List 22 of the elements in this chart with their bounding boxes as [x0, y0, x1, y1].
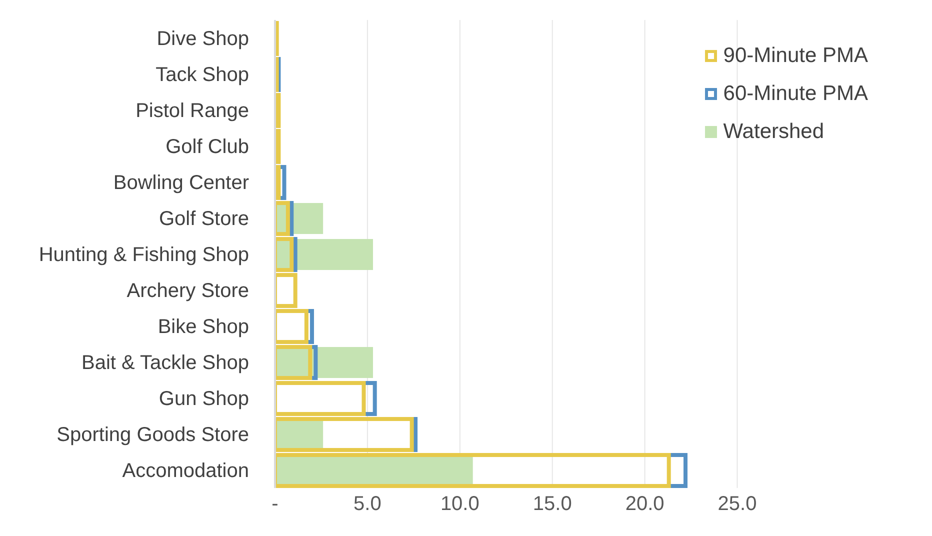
- x-tick-label: 5.0: [354, 493, 382, 516]
- x-tick-label: 20.0: [625, 493, 664, 516]
- y-tick-label: Tack Shop: [156, 64, 249, 86]
- x-tick-label: 15.0: [532, 493, 572, 516]
- y-tick-label: Accomodation: [122, 460, 249, 482]
- y-tick-label: Pistol Range: [136, 100, 249, 122]
- y-tick-label: Bike Shop: [158, 316, 249, 338]
- y-tick-label: Golf Store: [158, 208, 249, 230]
- x-tick-label: -: [272, 493, 278, 516]
- x-tick-label: 25.0: [718, 493, 757, 516]
- x-tick-label: 10.0: [440, 493, 480, 516]
- legend-label: Watershed: [723, 120, 824, 144]
- y-tick-label: Hunting & Fishing Shop: [38, 244, 249, 266]
- legend-label: 90-Minute PMA: [723, 44, 868, 68]
- y-tick-label: Bowling Center: [113, 172, 250, 194]
- y-tick-label: Golf Club: [166, 136, 249, 158]
- y-tick-label: Archery Store: [126, 280, 249, 302]
- legend-label: 60-Minute PMA: [723, 82, 868, 106]
- y-tick-label: Gun Shop: [158, 388, 249, 410]
- y-tick-label: Bait & Tackle Shop: [81, 352, 249, 374]
- y-tick-label: Sporting Goods Store: [56, 424, 249, 446]
- y-tick-label: Dive Shop: [156, 28, 249, 50]
